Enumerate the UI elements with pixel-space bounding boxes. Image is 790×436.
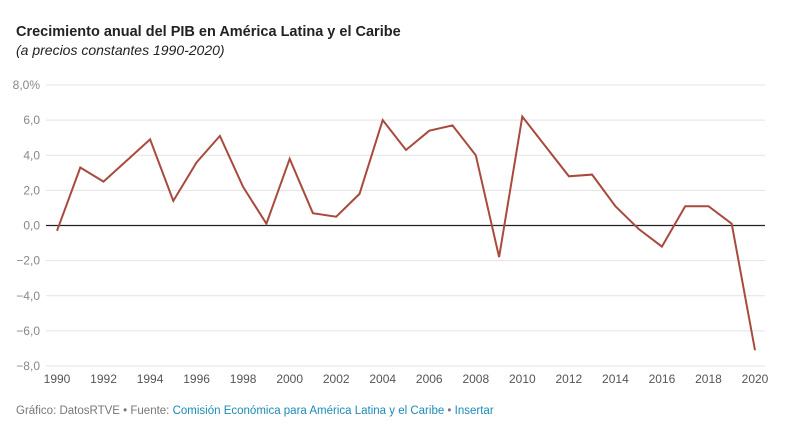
data-point-1996[interactable] <box>194 159 200 165</box>
x-tick-label: 2010 <box>509 372 536 386</box>
data-point-2009[interactable] <box>496 254 502 260</box>
data-point-2003[interactable] <box>356 191 362 197</box>
data-point-1992[interactable] <box>101 179 107 185</box>
x-tick-label: 2014 <box>602 372 629 386</box>
data-point-2015[interactable] <box>636 226 642 232</box>
data-point-1995[interactable] <box>170 198 176 204</box>
data-point-2016[interactable] <box>659 244 665 250</box>
data-point-2019[interactable] <box>729 221 735 227</box>
series-group <box>54 114 758 353</box>
data-point-2014[interactable] <box>612 203 618 209</box>
data-point-2018[interactable] <box>705 203 711 209</box>
y-tick-label: 0,0 <box>23 219 40 233</box>
x-tick-label: 2000 <box>276 372 303 386</box>
x-tick-label: 2004 <box>369 372 396 386</box>
source-link[interactable]: Comisión Económica para América Latina y… <box>172 405 445 417</box>
x-tick-label: 1998 <box>230 372 257 386</box>
x-tick-label: 1990 <box>44 372 71 386</box>
data-point-1999[interactable] <box>263 221 269 227</box>
footer-separator: • <box>444 405 455 417</box>
x-axis: 1990 1992 1994 1996 1998 2000 2002 2004 2006 2008… <box>44 372 769 386</box>
x-tick-label: 2006 <box>416 372 443 386</box>
data-point-2007[interactable] <box>450 122 456 128</box>
x-tick-label: 2002 <box>323 372 350 386</box>
footer-credit: Gráfico: DatosRTVE • Fuente: <box>16 405 173 417</box>
data-point-2010[interactable] <box>519 114 525 120</box>
data-point-2006[interactable] <box>426 128 432 134</box>
y-axis: 8,0% 6,0 4,0 2,0 0,0 −2,0 −4,0 −6,0 −8,0 <box>13 78 41 373</box>
chart-title: Crecimiento anual del PIB en América Lat… <box>16 24 401 40</box>
data-point-1993[interactable] <box>124 158 130 164</box>
data-point-2012[interactable] <box>566 173 572 179</box>
y-tick-label: 8,0% <box>13 78 41 92</box>
data-point-2017[interactable] <box>682 203 688 209</box>
y-tick-label: 2,0 <box>23 183 40 197</box>
x-tick-label: 2012 <box>556 372 583 386</box>
data-point-2001[interactable] <box>310 210 316 216</box>
chart-footer: Gráfico: DatosRTVE • Fuente: Comisión Ec… <box>16 405 494 417</box>
data-point-2011[interactable] <box>543 143 549 149</box>
y-tick-label: 4,0 <box>23 148 40 162</box>
data-point-1994[interactable] <box>147 136 153 142</box>
data-point-1991[interactable] <box>77 165 83 171</box>
data-point-1997[interactable] <box>217 133 223 139</box>
x-tick-label: 2008 <box>462 372 489 386</box>
data-point-1990[interactable] <box>54 228 60 234</box>
x-tick-label: 2016 <box>649 372 676 386</box>
y-tick-label: −4,0 <box>16 289 40 303</box>
chart-subtitle: (a precios constantes 1990-2020) <box>16 42 225 58</box>
x-tick-label: 2018 <box>695 372 722 386</box>
y-tick-label: 6,0 <box>23 113 40 127</box>
y-tick-label: −2,0 <box>16 254 40 268</box>
x-tick-label: 2020 <box>742 372 769 386</box>
gridlines <box>46 84 765 367</box>
data-point-2008[interactable] <box>473 152 479 158</box>
series-line <box>56 114 756 351</box>
x-tick-label: 1996 <box>183 372 210 386</box>
data-point-2005[interactable] <box>403 147 409 153</box>
x-tick-label: 1992 <box>90 372 117 386</box>
data-point-2000[interactable] <box>287 156 293 162</box>
data-point-2013[interactable] <box>589 172 595 178</box>
data-point-1998[interactable] <box>240 184 246 190</box>
y-tick-label: −6,0 <box>16 324 40 338</box>
data-point-2004[interactable] <box>380 117 386 123</box>
data-point-2002[interactable] <box>333 214 339 220</box>
embed-link[interactable]: Insertar <box>454 405 494 417</box>
y-tick-label: −8,0 <box>16 359 40 373</box>
data-point-2020[interactable] <box>752 347 758 353</box>
x-tick-label: 1994 <box>137 372 164 386</box>
